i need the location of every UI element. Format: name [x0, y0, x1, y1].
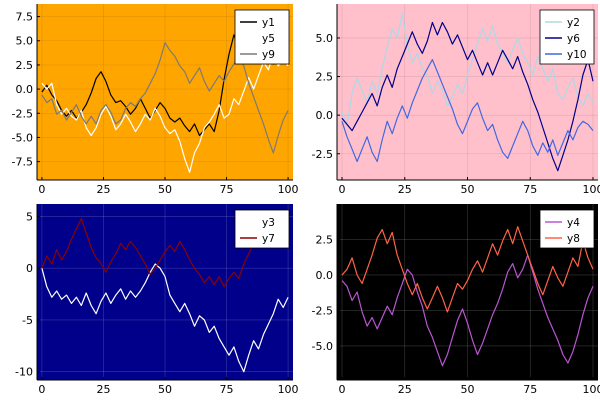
y-tick-label: -2.5	[312, 304, 333, 317]
y-tick-label: 5	[26, 210, 33, 223]
series-line-y9	[41, 42, 289, 154]
y-tick-label: 5.0	[16, 35, 34, 48]
series-line-y8	[341, 226, 594, 313]
legend-label-y5: y5	[262, 33, 275, 45]
series-line-y5	[41, 53, 289, 173]
legend: y2 y6 y10	[539, 9, 595, 65]
y-tick-label: 2.5	[316, 71, 334, 84]
x-tick-label: 75	[220, 183, 234, 196]
legend-label-y6: y6	[567, 33, 580, 45]
y-tick-label: -5.0	[312, 340, 333, 353]
legend-label-y9: y9	[262, 49, 275, 61]
series-line-y4	[341, 254, 594, 367]
y-tick-label: 5.0	[316, 32, 334, 45]
x-tick-label: 75	[523, 383, 537, 396]
y-tick-label: -2.5	[12, 107, 33, 120]
x-tick-label: 0	[339, 383, 346, 396]
y-tick-label: 0	[26, 262, 33, 275]
series-line-y10	[341, 59, 594, 163]
series-line-y6	[341, 21, 594, 172]
series-line-y2	[341, 12, 594, 125]
legend-label-y7: y7	[262, 233, 275, 245]
x-tick-label: 50	[158, 183, 172, 196]
y-tick-label: 2.5	[316, 233, 334, 246]
series-line-y3	[41, 263, 289, 373]
x-tick-label: 25	[398, 383, 412, 396]
x-tick-label: 50	[461, 183, 475, 196]
x-tick-label: 75	[220, 383, 234, 396]
series-line-y7	[41, 211, 289, 288]
x-tick-label: 100	[582, 383, 600, 396]
x-tick-label: 100	[278, 183, 299, 196]
y-tick-label: 0.0	[316, 269, 334, 282]
y-tick-label: 7.5	[16, 11, 34, 24]
legend-label-y10: y10	[567, 49, 587, 61]
x-tick-label: 0	[38, 383, 45, 396]
x-tick-label: 75	[523, 183, 537, 196]
x-tick-label: 50	[158, 383, 172, 396]
x-tick-label: 25	[398, 183, 412, 196]
y-tick-label: 2.5	[16, 59, 34, 72]
y-tick-label: -5	[22, 314, 33, 327]
legend-box	[539, 209, 595, 249]
legend-box	[234, 209, 290, 249]
y-tick-label: -10	[15, 366, 33, 379]
x-tick-label: 100	[582, 183, 600, 196]
x-tick-label: 0	[339, 183, 346, 196]
x-tick-label: 100	[278, 383, 299, 396]
legend-label-y2: y2	[567, 17, 580, 29]
y-tick-label: -2.5	[312, 148, 333, 161]
legend-label-y8: y8	[567, 233, 580, 245]
legend-label-y4: y4	[567, 217, 580, 229]
x-tick-label: 25	[96, 383, 110, 396]
y-tick-label: -5.0	[12, 131, 33, 144]
y-tick-label: 0.0	[316, 109, 334, 122]
legend-box	[539, 9, 595, 65]
legend-label-y3: y3	[262, 217, 275, 229]
x-tick-label: 25	[96, 183, 110, 196]
legend-box	[234, 9, 290, 65]
y-tick-label: -7.5	[12, 156, 33, 169]
subplot-1: 0 25 50 75 100 -7.5 -5.0 -2.5 0.0 2.5 5.0 7.5 y1 y5 y9	[12, 4, 299, 196]
x-tick-label: 50	[461, 383, 475, 396]
legend-label-y1: y1	[262, 17, 275, 29]
x-tick-label: 0	[38, 183, 45, 196]
legend: y1 y5 y9	[234, 9, 290, 65]
subplot-2: 0 25 50 75 100 -2.5 0.0 2.5 5.0 y2 y6 y10	[312, 4, 600, 196]
y-tick-label: 0.0	[16, 83, 34, 96]
